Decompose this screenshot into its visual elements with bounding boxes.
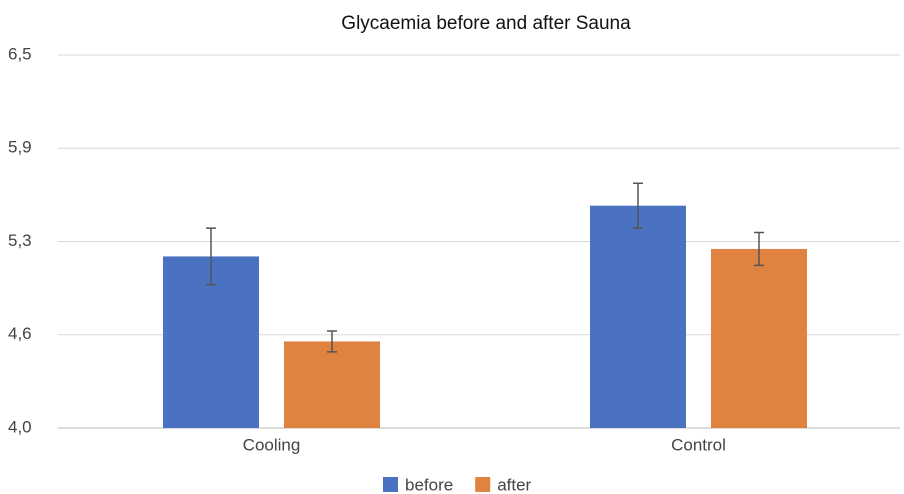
y-tick-label: 4,0	[8, 417, 32, 436]
bar	[711, 248, 807, 428]
error-bar	[206, 227, 216, 286]
bar	[284, 341, 380, 428]
y-tick-label: 5,3	[8, 231, 32, 250]
legend-swatch	[475, 477, 491, 492]
error-bar	[754, 231, 764, 267]
x-tick-label: Cooling	[243, 435, 301, 454]
legend-label: after	[497, 475, 531, 494]
y-tick-label: 4,6	[8, 324, 32, 343]
legend-swatch	[383, 477, 398, 492]
error-bar	[327, 330, 337, 353]
chart-title: Glycaemia before and after Sauna	[341, 13, 631, 34]
x-tick-label: Control	[671, 435, 726, 454]
error-bar	[633, 182, 643, 229]
y-tick-label: 6,5	[8, 44, 32, 63]
bar	[590, 205, 686, 428]
legend-label: before	[405, 475, 453, 494]
y-tick-label: 5,9	[8, 138, 32, 157]
